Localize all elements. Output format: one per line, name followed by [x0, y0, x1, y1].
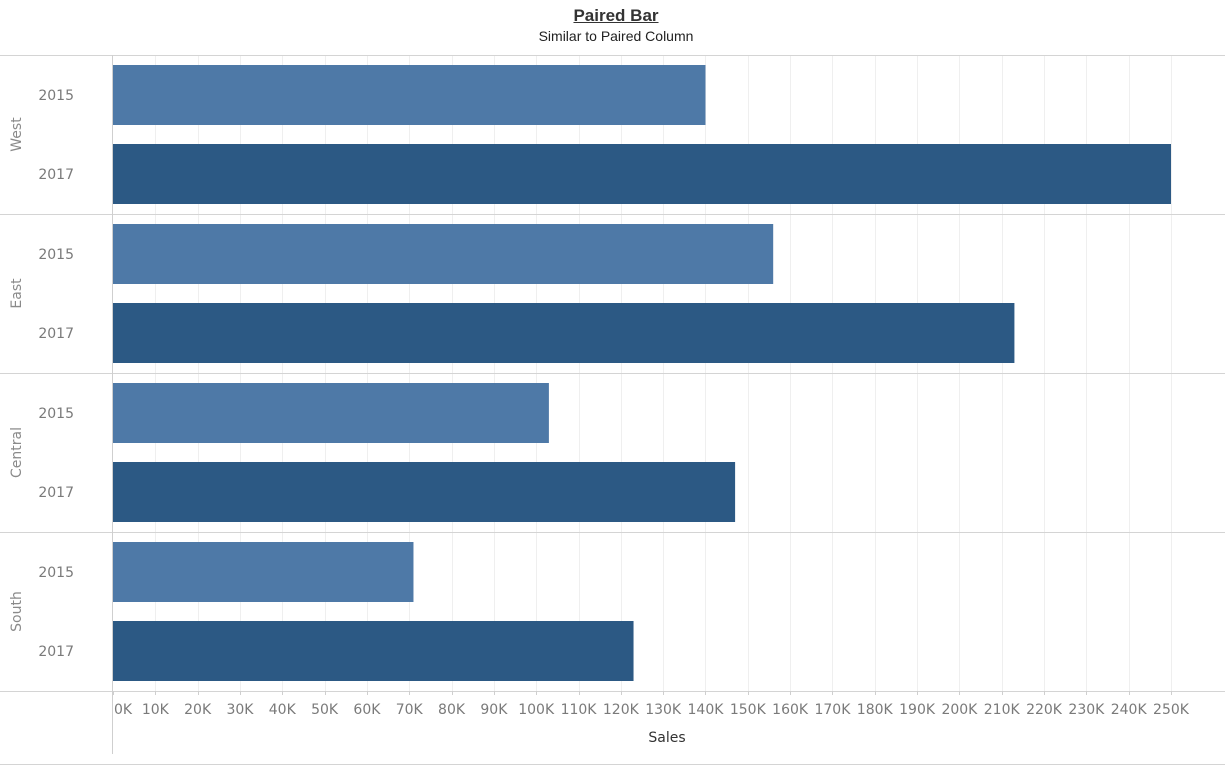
- x-tick-label: 100K: [518, 702, 555, 718]
- x-tick-label: 70K: [396, 702, 424, 718]
- bars-layer: [113, 65, 1171, 681]
- x-tick-label: 190K: [899, 702, 936, 718]
- x-tick-label: 250K: [1153, 702, 1190, 718]
- x-tick-label: 150K: [730, 702, 767, 718]
- x-tick-label: 220K: [1026, 702, 1063, 718]
- x-tick-label: 50K: [311, 702, 339, 718]
- x-tick-label: 90K: [480, 702, 508, 718]
- region-label: South: [9, 591, 25, 632]
- bar-central-2017[interactable]: [113, 462, 736, 522]
- chart-title: Paired Bar: [573, 6, 659, 25]
- x-tick-label: 200K: [941, 702, 978, 718]
- year-label: 2017: [38, 167, 74, 183]
- chart-subtitle: Similar to Paired Column: [538, 28, 694, 44]
- x-tick-label: 110K: [561, 702, 598, 718]
- x-tick-label: 10K: [142, 702, 170, 718]
- x-tick-label: 180K: [857, 702, 894, 718]
- x-axis: 0K 10K 20K 30K 40K 50K 60K 70K 80K 90K 100K 110K 120…: [113, 691, 1190, 746]
- labels-layer: 2015 2017 West 2015 2017 East 2015 2017 Central 2…: [9, 88, 74, 660]
- x-axis-title: Sales: [648, 730, 685, 746]
- x-tick-label: 30K: [226, 702, 254, 718]
- year-label: 2015: [38, 247, 74, 263]
- x-tick-label: 160K: [772, 702, 809, 718]
- frame-layer: [0, 55, 1225, 765]
- x-tick-label: 230K: [1068, 702, 1105, 718]
- x-tick-label: 40K: [269, 702, 297, 718]
- x-tick-label: 130K: [645, 702, 682, 718]
- bar-south-2015[interactable]: [113, 542, 414, 602]
- year-label: 2015: [38, 88, 74, 104]
- x-tick-label: 0K: [114, 702, 133, 718]
- region-label: Central: [9, 427, 25, 478]
- x-tick-label: 210K: [984, 702, 1021, 718]
- year-label: 2017: [38, 326, 74, 342]
- x-tick-label: 170K: [814, 702, 851, 718]
- x-tick-label: 80K: [438, 702, 466, 718]
- year-label: 2015: [38, 406, 74, 422]
- x-tick-label: 20K: [184, 702, 212, 718]
- region-label: East: [9, 278, 25, 309]
- bar-east-2015[interactable]: [113, 224, 774, 284]
- x-tick-label: 60K: [353, 702, 381, 718]
- x-tick-label: 140K: [688, 702, 725, 718]
- x-tick-label: 240K: [1111, 702, 1148, 718]
- x-tick-label: 120K: [603, 702, 640, 718]
- region-label: West: [9, 117, 25, 152]
- year-label: 2017: [38, 644, 74, 660]
- bar-central-2015[interactable]: [113, 383, 549, 443]
- bar-east-2017[interactable]: [113, 303, 1015, 363]
- year-label: 2015: [38, 565, 74, 581]
- bar-west-2015[interactable]: [113, 65, 706, 125]
- bar-south-2017[interactable]: [113, 621, 634, 681]
- bar-west-2017[interactable]: [113, 144, 1171, 204]
- year-label: 2017: [38, 485, 74, 501]
